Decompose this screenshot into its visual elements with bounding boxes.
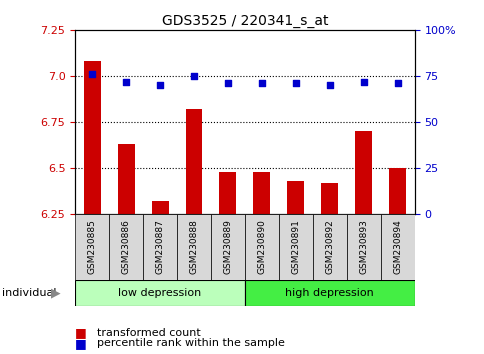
Bar (185, 109, 202, 214)
Title: GDS3525 / 220341_s_at: GDS3525 / 220341_s_at (161, 14, 328, 28)
Text: GSM230891: GSM230891 (291, 219, 300, 274)
Text: ■: ■ (75, 337, 87, 350)
Text: GSM230886: GSM230886 (121, 219, 130, 274)
Bar (244, 214, 278, 280)
Text: GSM230894: GSM230894 (393, 219, 401, 274)
Bar (117, 144, 134, 214)
Point (224, 81, 231, 86)
Text: GSM230890: GSM230890 (257, 219, 266, 274)
Text: GSM230889: GSM230889 (223, 219, 232, 274)
Point (291, 81, 299, 86)
Bar (312, 214, 346, 280)
Bar (211, 214, 244, 280)
Point (257, 81, 265, 86)
Text: ■: ■ (75, 326, 87, 339)
Bar (244, 280, 414, 306)
Bar (354, 131, 371, 214)
Point (359, 79, 367, 85)
Bar (109, 214, 143, 280)
Bar (320, 183, 337, 214)
Point (156, 82, 164, 88)
Text: high depression: high depression (285, 288, 373, 298)
Text: individual: individual (2, 288, 57, 298)
Text: GSM230887: GSM230887 (155, 219, 164, 274)
Bar (151, 201, 168, 214)
Bar (177, 214, 211, 280)
Bar (143, 214, 177, 280)
Point (88, 72, 96, 77)
Bar (75, 280, 244, 306)
Point (122, 79, 130, 85)
Text: percentile rank within the sample: percentile rank within the sample (97, 338, 284, 348)
Point (393, 81, 401, 86)
Bar (83, 61, 101, 214)
Point (325, 82, 333, 88)
Bar (253, 172, 270, 214)
Bar (388, 168, 405, 214)
Text: ▶: ▶ (51, 286, 60, 299)
Bar (75, 214, 109, 280)
Bar (380, 214, 414, 280)
Bar (287, 181, 303, 214)
Bar (278, 214, 312, 280)
Text: GSM230888: GSM230888 (189, 219, 198, 274)
Text: GSM230892: GSM230892 (325, 219, 333, 274)
Point (190, 73, 197, 79)
Text: GSM230893: GSM230893 (359, 219, 367, 274)
Text: GSM230885: GSM230885 (88, 219, 96, 274)
Text: low depression: low depression (118, 288, 201, 298)
Bar (346, 214, 380, 280)
Bar (219, 172, 236, 214)
Text: transformed count: transformed count (97, 328, 200, 338)
